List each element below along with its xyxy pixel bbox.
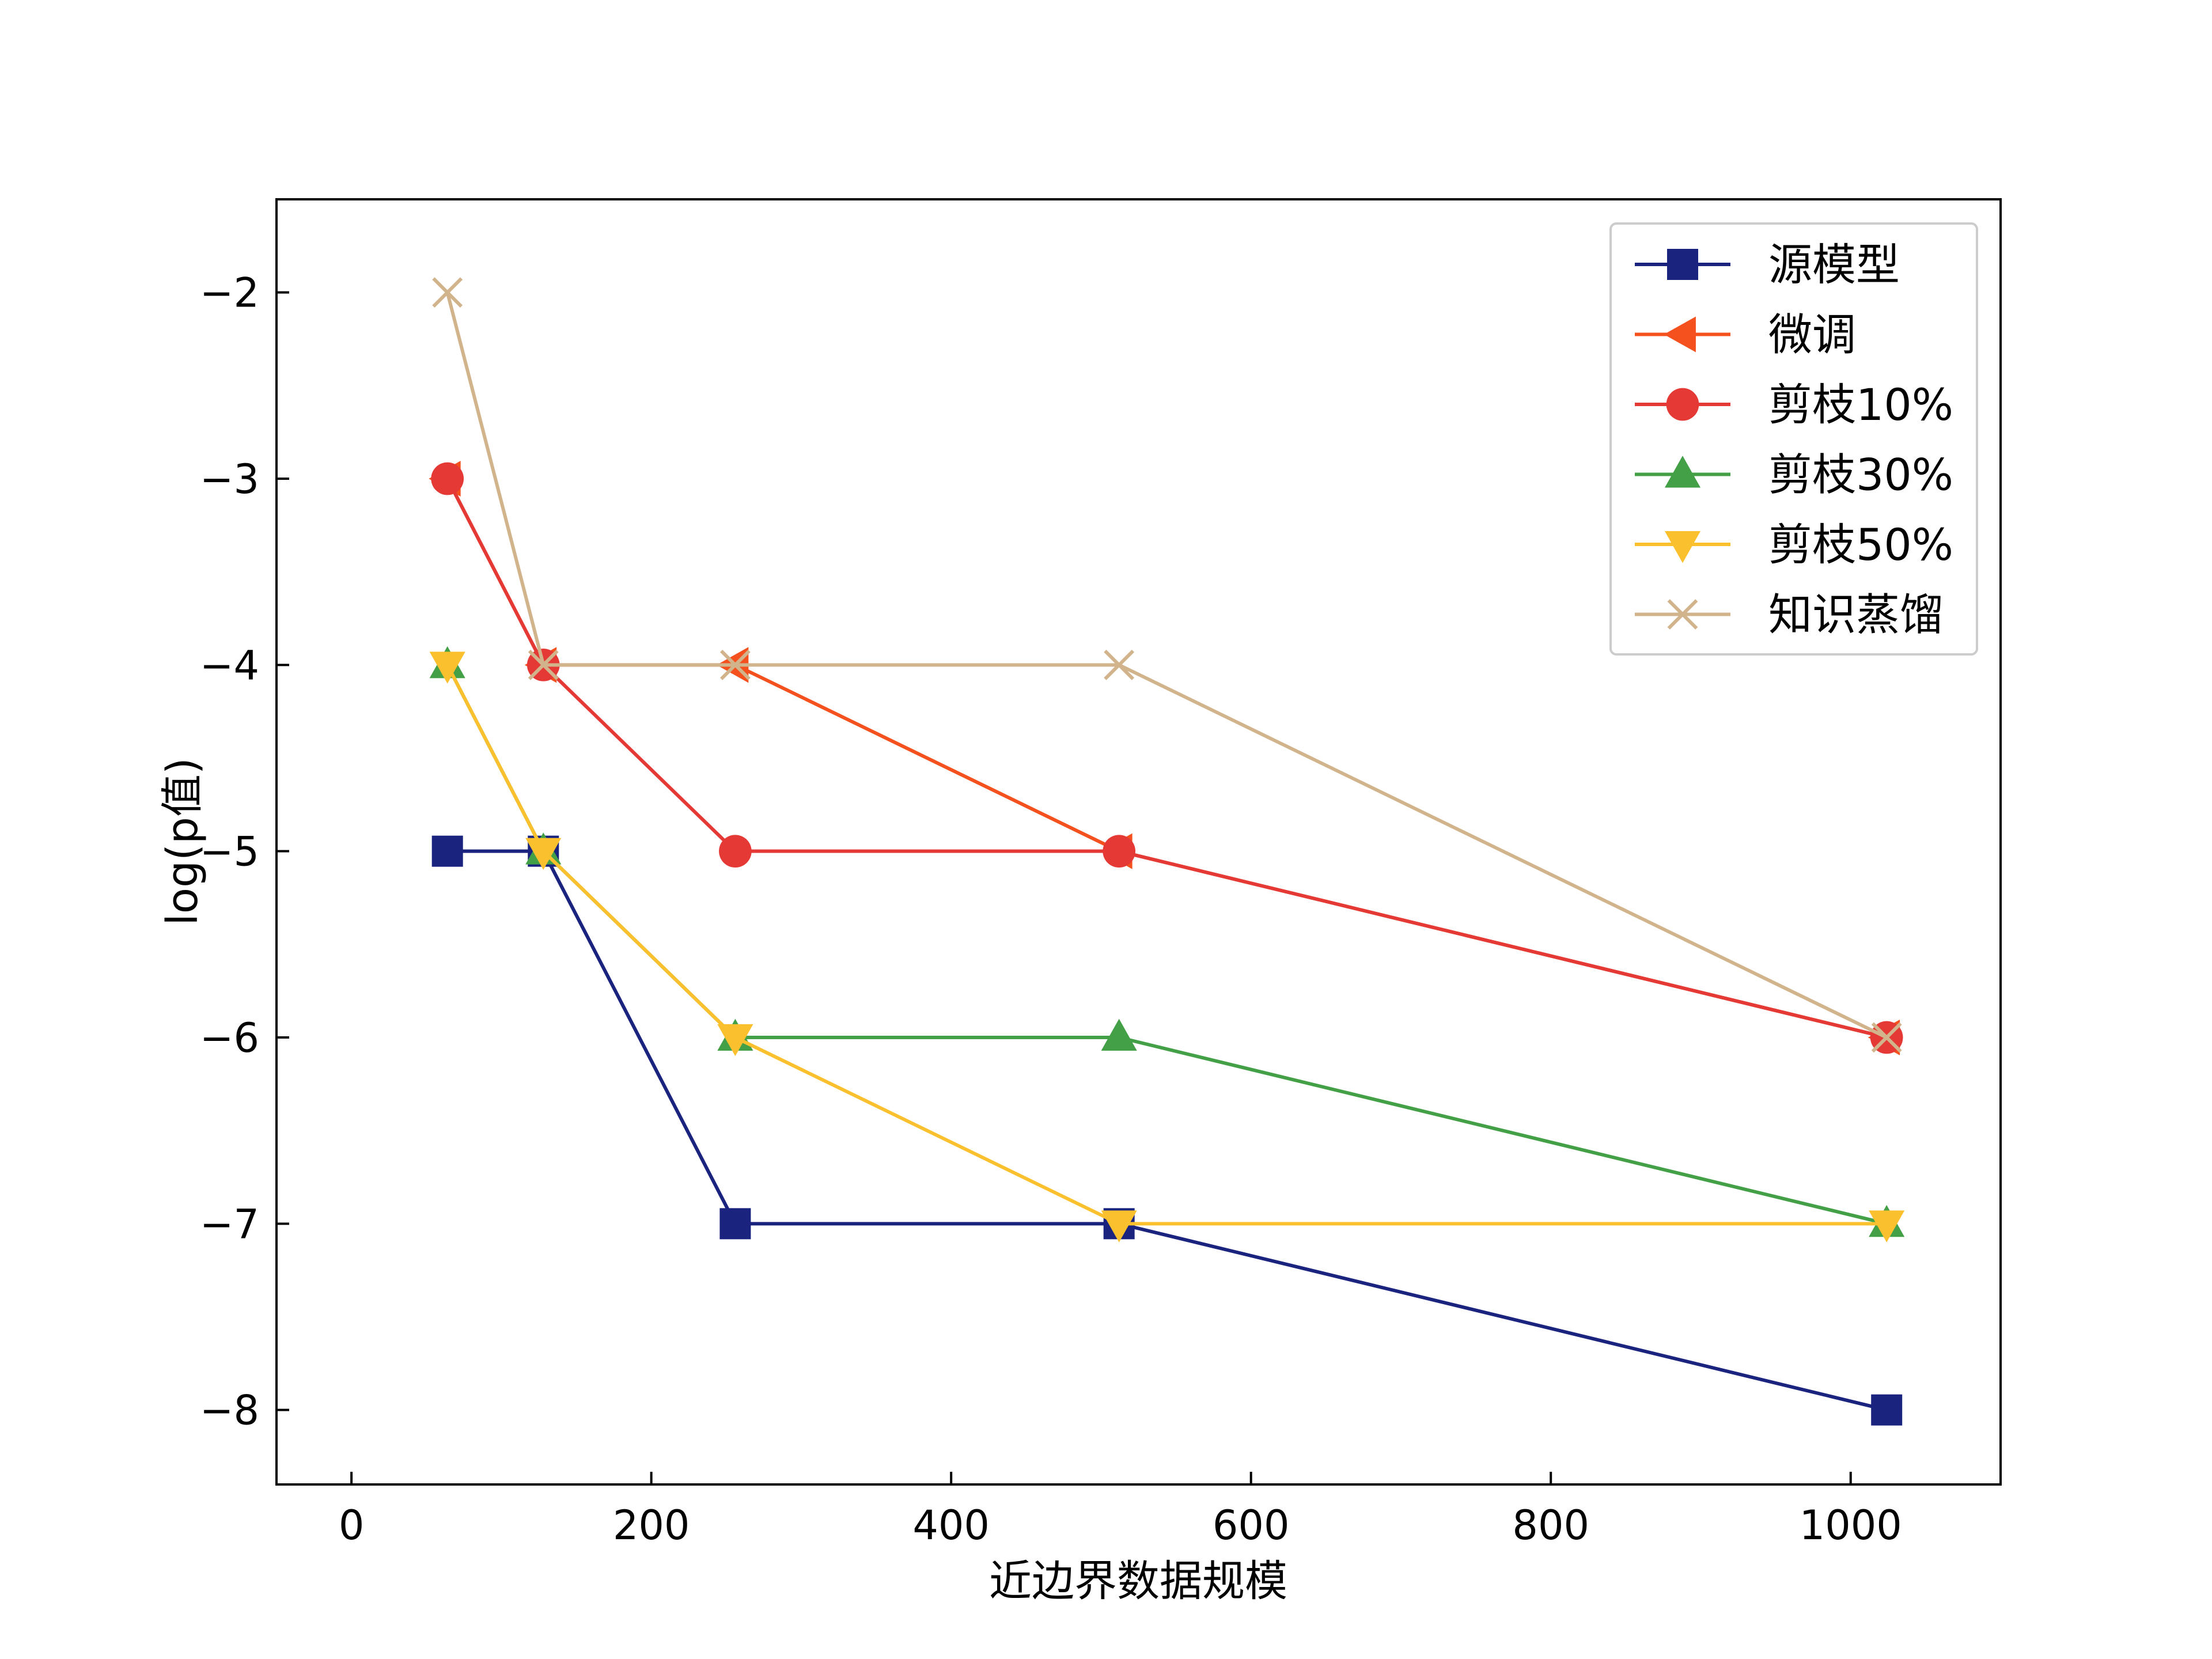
- data-point: [717, 1024, 753, 1056]
- legend-item: 剪枝30%: [1635, 449, 1953, 501]
- data-point: [719, 649, 751, 680]
- x-tick-label: 0: [339, 1502, 365, 1549]
- data-point: [1101, 1018, 1137, 1051]
- legend-label: 剪枝30%: [1768, 449, 1953, 501]
- series-知识蒸馏: [432, 277, 1902, 1053]
- x-tick-label: 200: [613, 1502, 690, 1549]
- data-point: [719, 1208, 751, 1240]
- data-point: [432, 277, 463, 308]
- x-tick-label: 800: [1512, 1502, 1589, 1549]
- legend-item: 微调: [1635, 309, 1856, 361]
- x-tick-label: 1000: [1800, 1502, 1902, 1549]
- legend-label: 剪枝10%: [1768, 379, 1953, 430]
- legend-marker: [1664, 316, 1696, 353]
- data-point: [1869, 1210, 1905, 1243]
- x-axis-label: 近边界数据规模: [989, 1556, 1287, 1606]
- legend-item: 源模型: [1635, 239, 1900, 290]
- legend-label: 剪枝50%: [1768, 519, 1953, 570]
- y-tick-label: −7: [200, 1200, 259, 1248]
- x-tick-label: 400: [912, 1502, 990, 1549]
- data-point: [1871, 1022, 1902, 1053]
- y-tick-label: −8: [200, 1387, 259, 1434]
- y-tick-label: −2: [200, 270, 259, 317]
- data-point: [431, 462, 464, 495]
- legend-label: 源模型: [1768, 239, 1900, 290]
- y-tick-label: −5: [200, 828, 259, 876]
- data-point: [525, 838, 562, 870]
- data-point: [528, 649, 559, 680]
- y-tick-label: −6: [200, 1014, 259, 1062]
- legend-frame: [1609, 222, 1978, 656]
- data-point: [1104, 649, 1135, 680]
- legend-marker: [1667, 599, 1698, 630]
- legend-item: 剪枝10%: [1635, 379, 1953, 430]
- legend-marker: [1666, 388, 1699, 421]
- plot-frame: [275, 198, 2002, 1486]
- legend-label: 知识蒸馏: [1768, 589, 1944, 641]
- legend-item: 知识蒸馏: [1635, 589, 1944, 641]
- data-point: [1871, 1394, 1903, 1426]
- x-tick-label: 600: [1213, 1502, 1290, 1549]
- legend-item: 剪枝50%: [1635, 519, 1953, 570]
- y-tick-label: −4: [200, 642, 259, 689]
- data-point: [1103, 835, 1136, 868]
- legend-marker: [1667, 249, 1698, 280]
- y-tick-label: −3: [200, 456, 259, 503]
- series-剪枝50%: [429, 652, 1905, 1243]
- legend-marker: [1664, 456, 1701, 488]
- data-point: [719, 835, 752, 868]
- data-point: [431, 835, 463, 867]
- data-point: [1101, 1210, 1137, 1243]
- y-axis: −8 −7 −6 −5 −4 −3 −2: [200, 270, 289, 1434]
- x-axis: 0 200 400 600 800 1000: [339, 1472, 1902, 1549]
- data-point: [429, 652, 465, 684]
- legend-label: 微调: [1768, 309, 1856, 361]
- series-layer: [429, 277, 1905, 1426]
- y-axis-label: log(p值): [158, 757, 207, 926]
- legend-marker: [1664, 531, 1701, 563]
